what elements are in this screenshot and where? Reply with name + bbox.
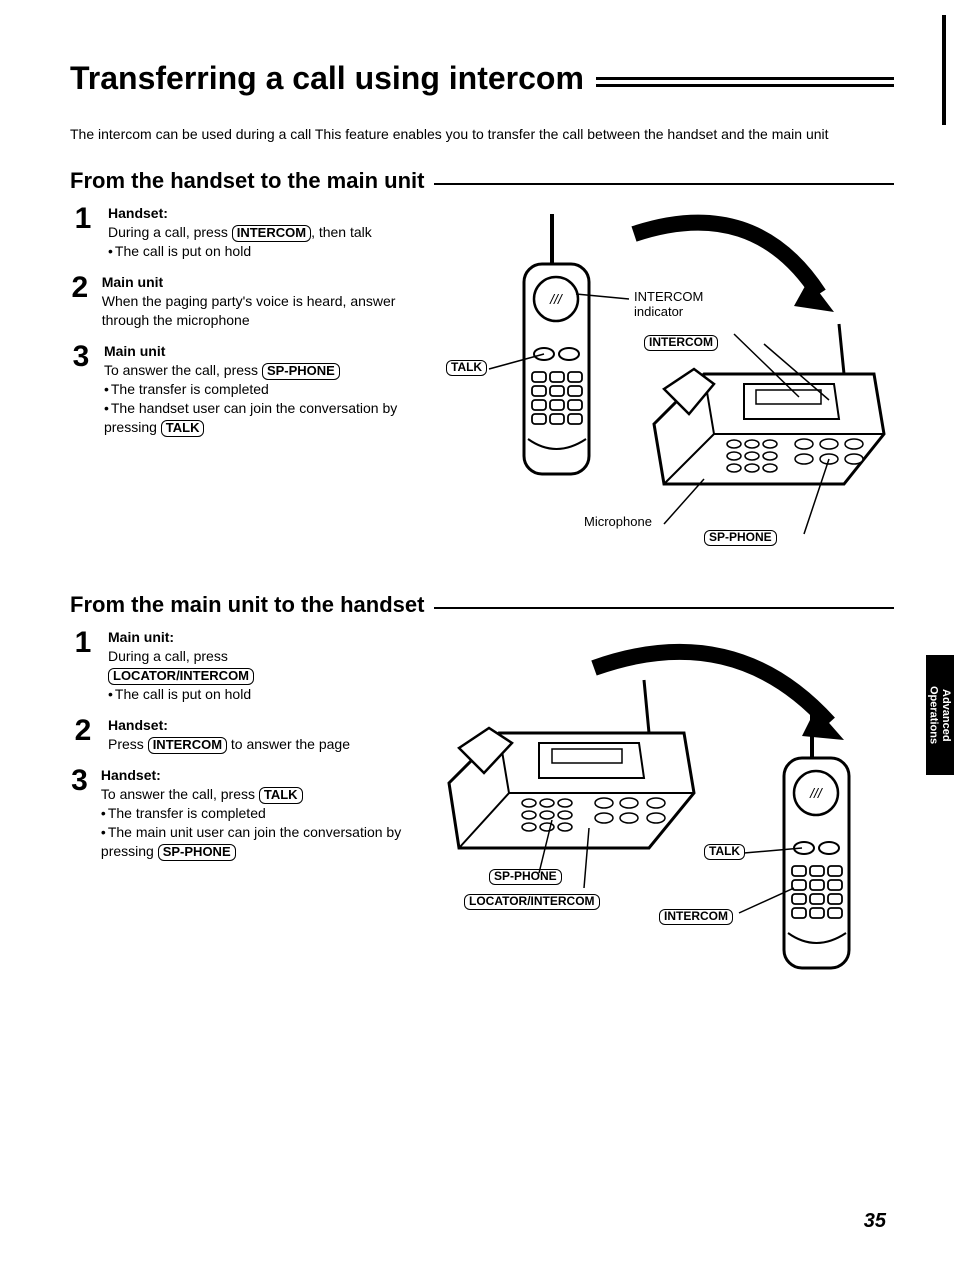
step-text: Main unit To answer the call, press SP-P… — [104, 342, 440, 437]
step-1-2: 2 Main unit When the paging party's voic… — [70, 273, 440, 330]
step-1-1: 1 Handset: During a call, press INTERCOM… — [70, 204, 440, 261]
step-label: Main unit — [104, 343, 165, 359]
section-2-body: 1 Main unit: During a call, press LOCATO… — [70, 628, 894, 1008]
section-rule — [434, 183, 894, 185]
step-label: Main unit — [102, 274, 163, 290]
svg-text:///: /// — [809, 785, 824, 801]
sp-phone-button-label: SP-PHONE — [262, 363, 340, 380]
callout-microphone: Microphone — [584, 514, 652, 529]
talk-button-label: TALK — [259, 787, 303, 804]
step-2-2: 2 Handset: Press INTERCOM to answer the … — [70, 716, 420, 754]
section-1-body: 1 Handset: During a call, press INTERCOM… — [70, 204, 894, 544]
step-line: To answer the call, press — [104, 362, 262, 378]
section-heading-1: From the handset to the main unit — [70, 168, 894, 194]
diagram-2-svg: /// — [434, 628, 894, 1008]
section-heading-2-text: From the main unit to the handset — [70, 592, 424, 618]
callout-sp-phone-2: SP-PHONE — [489, 868, 562, 885]
diagram-main-to-handset: /// SP-PHONE LOCATOR/INTE — [434, 628, 894, 1008]
step-num: 3 — [70, 342, 92, 437]
page-title: Transferring a call using intercom — [70, 60, 894, 97]
svg-text:///: /// — [549, 291, 564, 307]
step-text: Main unit: During a call, press LOCATOR/… — [108, 628, 254, 704]
step-num: 2 — [70, 716, 96, 754]
step-text: Handset: Press INTERCOM to answer the pa… — [108, 716, 350, 754]
page-title-text: Transferring a call using intercom — [70, 60, 584, 97]
intercom-button-label: INTERCOM — [232, 225, 311, 242]
step-label: Handset: — [108, 717, 168, 733]
step-num: 2 — [70, 273, 90, 330]
step-label: Main unit: — [108, 629, 174, 645]
callout-intercom: INTERCOM — [644, 334, 718, 351]
step-line: To answer the call, press — [101, 786, 259, 802]
callout-talk-2: TALK — [704, 843, 745, 860]
step-num: 3 — [70, 766, 89, 861]
step-bullet: The main unit user can join the conversa… — [101, 824, 401, 859]
step-bullet: The handset user can join the conversati… — [104, 400, 397, 435]
step-bullet: The transfer is completed — [104, 381, 269, 397]
step-1-3: 3 Main unit To answer the call, press SP… — [70, 342, 440, 437]
callout-talk: TALK — [446, 359, 487, 376]
step-line: to answer the page — [227, 736, 350, 752]
section-rule — [434, 607, 894, 609]
step-2-1: 1 Main unit: During a call, press LOCATO… — [70, 628, 420, 704]
step-label: Handset: — [101, 767, 161, 783]
sp-phone-button-label: SP-PHONE — [158, 844, 236, 861]
talk-button-label: TALK — [161, 420, 205, 437]
page-number: 35 — [864, 1210, 886, 1233]
side-tab-advanced-operations: Advanced Operations — [926, 655, 954, 775]
step-bullet: The call is put on hold — [108, 686, 251, 702]
step-line: Press — [108, 736, 148, 752]
callout-sp-phone: SP-PHONE — [704, 529, 777, 546]
callout-locator: LOCATOR/INTERCOM — [464, 893, 600, 910]
section-2-steps: 1 Main unit: During a call, press LOCATO… — [70, 628, 420, 873]
step-text: Handset: To answer the call, press TALK … — [101, 766, 420, 861]
title-rule — [596, 77, 894, 87]
step-2-3: 3 Handset: To answer the call, press TAL… — [70, 766, 420, 861]
section-heading-2: From the main unit to the handset — [70, 592, 894, 618]
intercom-button-label: INTERCOM — [148, 737, 227, 754]
step-line: , then talk — [311, 224, 372, 240]
step-num: 1 — [70, 204, 96, 261]
step-bullet: The transfer is completed — [101, 805, 266, 821]
callout-intercom-2: INTERCOM — [659, 908, 733, 925]
diagram-1-svg: /// — [454, 204, 894, 544]
step-bullet: The call is put on hold — [108, 243, 251, 259]
step-label: Handset: — [108, 205, 168, 221]
locator-intercom-button-label: LOCATOR/INTERCOM — [108, 668, 254, 685]
step-line: During a call, press — [108, 224, 232, 240]
diagram-handset-to-main: /// — [454, 204, 894, 544]
step-text: Main unit When the paging party's voice … — [102, 273, 440, 330]
callout-intercom-indicator: INTERCOM indicator — [634, 289, 703, 319]
step-line: During a call, press — [108, 648, 228, 664]
step-text: Handset: During a call, press INTERCOM, … — [108, 204, 372, 261]
step-line: When the paging party's voice is heard, … — [102, 293, 396, 328]
intro-paragraph: The intercom can be used during a call T… — [70, 125, 894, 144]
section-heading-1-text: From the handset to the main unit — [70, 168, 424, 194]
section-1-steps: 1 Handset: During a call, press INTERCOM… — [70, 204, 440, 449]
step-num: 1 — [70, 628, 96, 704]
manual-page: Transferring a call using intercom The i… — [0, 0, 954, 1048]
